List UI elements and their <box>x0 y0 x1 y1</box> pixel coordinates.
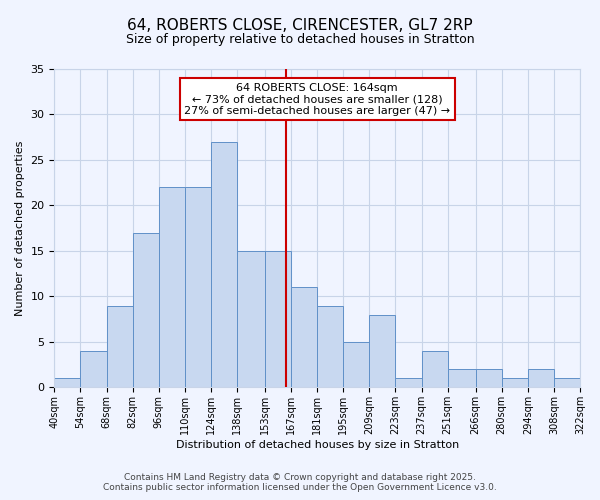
Text: 64 ROBERTS CLOSE: 164sqm
← 73% of detached houses are smaller (128)
27% of semi-: 64 ROBERTS CLOSE: 164sqm ← 73% of detach… <box>184 82 450 116</box>
Bar <box>370 314 395 388</box>
Bar <box>502 378 528 388</box>
Bar <box>107 306 133 388</box>
Bar <box>395 378 422 388</box>
Bar <box>80 351 107 388</box>
Text: Contains HM Land Registry data © Crown copyright and database right 2025.
Contai: Contains HM Land Registry data © Crown c… <box>103 473 497 492</box>
Bar <box>159 188 185 388</box>
Bar <box>133 233 159 388</box>
Bar <box>55 378 80 388</box>
Bar <box>291 288 317 388</box>
Bar <box>554 378 580 388</box>
Bar <box>211 142 237 388</box>
X-axis label: Distribution of detached houses by size in Stratton: Distribution of detached houses by size … <box>176 440 459 450</box>
Bar <box>317 306 343 388</box>
Bar <box>528 369 554 388</box>
Bar <box>265 251 291 388</box>
Bar <box>343 342 370 388</box>
Bar <box>185 188 211 388</box>
Bar <box>237 251 265 388</box>
Bar <box>476 369 502 388</box>
Text: 64, ROBERTS CLOSE, CIRENCESTER, GL7 2RP: 64, ROBERTS CLOSE, CIRENCESTER, GL7 2RP <box>127 18 473 32</box>
Text: Size of property relative to detached houses in Stratton: Size of property relative to detached ho… <box>125 32 475 46</box>
Bar <box>422 351 448 388</box>
Bar <box>448 369 476 388</box>
Y-axis label: Number of detached properties: Number of detached properties <box>15 140 25 316</box>
